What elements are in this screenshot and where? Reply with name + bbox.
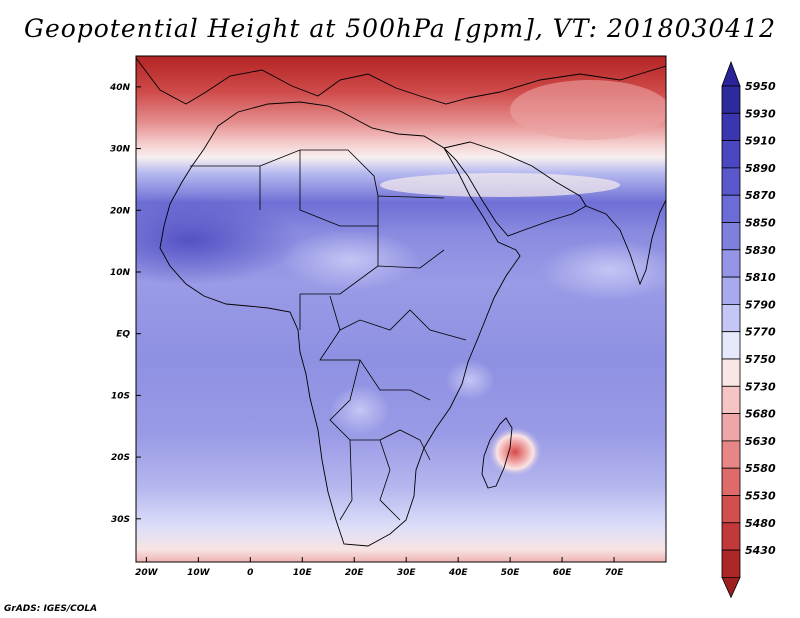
lat-tick-label: 40N (109, 83, 131, 93)
colorbar: 5950 5930 5910 5890 5870 5850 5830 5810 5790 5770… (721, 60, 776, 599)
lon-tick-label: 40E (448, 568, 469, 578)
arabia-outline (443, 141, 587, 237)
colorbar-segment (721, 167, 741, 196)
lon-tick-label: 20E (345, 568, 365, 578)
colorbar-segment (721, 358, 741, 387)
lon-tick-label: 20W (135, 568, 159, 578)
lat-tick-label: 30S (111, 515, 130, 525)
lon-tick-label: 0 (247, 568, 253, 578)
india-coast (585, 199, 666, 286)
colorbar-label: 5530 (745, 490, 776, 503)
lon-tick-label: 30E (397, 568, 417, 578)
colorbar-label: 5630 (745, 435, 776, 448)
colorbar-segment (721, 194, 741, 223)
colorbar-segment (721, 140, 741, 169)
map-frame (135, 55, 667, 563)
colorbar-segment (721, 276, 741, 305)
colorbar-segment (721, 249, 741, 278)
europe-coast (136, 57, 666, 105)
lat-tick-label: 20N (110, 206, 131, 216)
colorbar-bottom-arrow (721, 577, 741, 599)
lat-tick-label: 20S (111, 453, 130, 463)
colorbar-label: 5480 (745, 517, 776, 530)
lat-axis: 40N 30N 20N 10N EQ 10S 20S 30S (109, 83, 141, 525)
colorbar-segment (721, 522, 741, 551)
lon-tick-label: 10W (187, 568, 211, 578)
colorbar-segment (721, 331, 741, 360)
colorbar-label: 5830 (745, 244, 776, 257)
height-field (136, 56, 666, 562)
colorbar-top-arrow (721, 60, 741, 87)
colorbar-label: 5890 (745, 162, 776, 175)
coastlines (136, 57, 666, 547)
lat-tick-label: EQ (116, 330, 130, 340)
colorbar-label: 5870 (745, 189, 776, 202)
colorbar-label: 5580 (745, 462, 776, 475)
lat-tick-label: 10N (110, 268, 131, 278)
colorbar-segment (721, 385, 741, 414)
colorbar-label: 5930 (745, 107, 776, 120)
colorbar-label: 5850 (745, 217, 776, 230)
lon-tick-label: 50E (501, 568, 521, 578)
madagascar-outline (481, 417, 513, 489)
lon-tick-label: 70E (605, 568, 625, 578)
colorbar-label: 5910 (745, 135, 776, 148)
colorbar-segment (721, 222, 741, 251)
colorbar-segment (721, 413, 741, 442)
map-title: Geopotential Height at 500hPa [gpm], VT:… (23, 14, 777, 43)
colorbar-label: 5750 (745, 353, 776, 366)
colorbar-segment (721, 549, 741, 578)
colorbar-segment (721, 112, 741, 142)
colorbar-label: 5430 (745, 544, 776, 557)
colorbar-label: 5730 (745, 380, 776, 393)
lon-tick-label: 60E (553, 568, 573, 578)
lon-axis: 20W 10W 0 10E 20E 30E 40E 50E 60E 70E (135, 557, 624, 578)
colorbar-segment (721, 467, 741, 496)
colorbar-label: 5770 (745, 326, 776, 339)
africa-coastline (159, 101, 521, 547)
grads-credit: GrADS: IGES/COLA (4, 604, 98, 614)
colorbar-label: 5950 (745, 80, 776, 93)
colorbar-label: 5810 (745, 271, 776, 284)
colorbar-segment (721, 440, 741, 469)
colorbar-label: 5790 (745, 298, 776, 311)
colorbar-segment (721, 85, 741, 114)
lat-tick-label: 30N (110, 145, 131, 155)
lat-tick-label: 10S (111, 391, 130, 401)
lon-tick-label: 10E (293, 568, 313, 578)
colorbar-segment (721, 303, 741, 333)
colorbar-label: 5680 (745, 408, 776, 421)
colorbar-segment (721, 495, 741, 524)
